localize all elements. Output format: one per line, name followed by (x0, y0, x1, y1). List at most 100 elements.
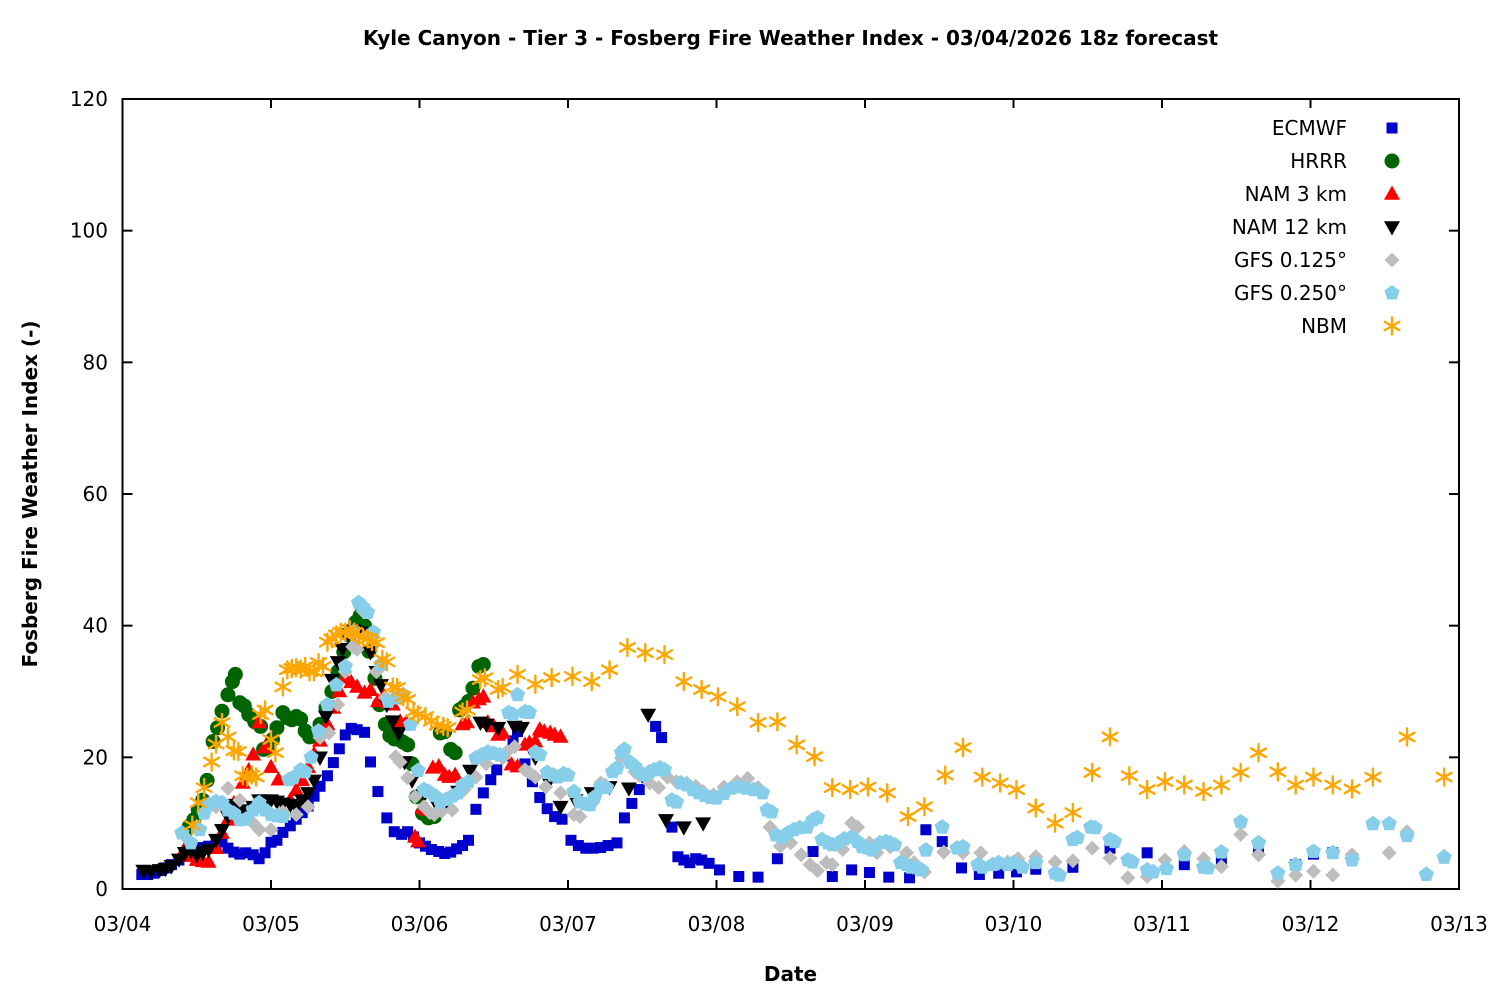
data-point (306, 774, 323, 789)
data-point (461, 764, 478, 779)
data-point (1010, 866, 1022, 878)
y-tick-label: 0 (95, 877, 108, 901)
data-point (490, 721, 507, 737)
legend-label-gfs-0-250-: GFS 0.250° (1234, 281, 1347, 305)
legend-label-gfs-0-125-: GFS 0.125° (1234, 248, 1347, 272)
data-point (277, 826, 289, 838)
asterisk-arm (1138, 784, 1156, 796)
data-point (330, 697, 346, 713)
x-tick-label: 03/07 (539, 912, 597, 936)
data-point (678, 854, 690, 866)
asterisk-arm (1175, 779, 1193, 791)
data-point (1120, 870, 1136, 886)
data-point (618, 812, 630, 824)
data-point (1288, 856, 1304, 872)
data-point (1028, 854, 1044, 870)
asterisk-arm (439, 722, 457, 734)
asterisk-arm (1046, 817, 1064, 829)
data-point (936, 765, 954, 785)
data-point (1069, 829, 1085, 845)
data-point (457, 840, 469, 852)
data-point (863, 867, 875, 879)
data-point (227, 666, 243, 682)
data-point (954, 737, 972, 758)
data-point (390, 727, 407, 742)
x-tick-label: 03/11 (1133, 912, 1191, 936)
data-point (1288, 867, 1304, 883)
data-point (991, 773, 1009, 793)
x-axis-label: Date (763, 962, 818, 986)
asterisk-arm (749, 716, 767, 728)
data-point (1249, 743, 1268, 763)
data-point (293, 711, 309, 727)
data-point (247, 849, 259, 861)
asterisk-arm (1212, 779, 1230, 791)
data-point (300, 799, 316, 815)
x-tick-label: 03/12 (1282, 912, 1340, 936)
data-point (509, 686, 526, 702)
y-tick-label: 100 (70, 219, 108, 243)
y-tick-label: 120 (70, 87, 108, 111)
asterisk-arm (878, 787, 896, 799)
asterisk-arm (954, 742, 972, 753)
data-point (566, 783, 582, 799)
data-point (626, 797, 638, 809)
data-point (560, 767, 576, 782)
asterisk-arm (768, 716, 786, 728)
y-tick-label: 80 (83, 350, 108, 374)
asterisk-arm (1383, 320, 1401, 332)
data-point (1065, 853, 1081, 869)
asterisk-arm (693, 684, 711, 695)
data-point (265, 836, 277, 848)
data-point (314, 656, 332, 677)
asterisk-arm (709, 691, 727, 703)
x-tick-label: 03/06 (391, 912, 449, 936)
data-point (328, 676, 344, 692)
data-point (1304, 767, 1323, 787)
data-point (1087, 819, 1103, 835)
data-point (878, 783, 896, 803)
data-point (754, 784, 771, 800)
data-point (1138, 779, 1156, 800)
data-point (655, 644, 674, 665)
data-point (527, 769, 543, 785)
data-point (633, 784, 645, 796)
data-point (288, 781, 305, 797)
data-point (973, 845, 989, 861)
data-point (463, 834, 475, 846)
data-point (478, 718, 495, 733)
data-point (526, 776, 538, 788)
data-point (203, 752, 221, 772)
data-point (565, 834, 577, 846)
data-point (274, 677, 292, 697)
data-point (675, 821, 692, 836)
data-point (934, 819, 950, 834)
data-point (1325, 867, 1341, 883)
data-point (1200, 859, 1216, 875)
data-point (1269, 762, 1287, 782)
data-point (263, 822, 279, 838)
data-point (1175, 775, 1193, 795)
legend-label-ecmwf: ECMWF (1272, 116, 1347, 140)
asterisk-arm (675, 676, 693, 688)
data-point (513, 721, 530, 737)
data-point (245, 746, 262, 761)
data-point (599, 779, 615, 795)
asterisk-arm (526, 678, 544, 690)
data-point (601, 660, 619, 680)
data-point (920, 824, 932, 836)
data-point (1212, 775, 1230, 795)
asterisk-arm (899, 811, 917, 823)
data-point (337, 658, 353, 673)
asterisk-arm (823, 782, 841, 794)
asterisk-arm (189, 797, 207, 809)
data-point (271, 834, 283, 846)
data-point (296, 807, 308, 819)
data-point (1436, 849, 1452, 864)
data-point (1176, 846, 1192, 862)
data-point (381, 812, 393, 824)
data-point (367, 633, 385, 653)
data-point (918, 842, 934, 857)
data-point (809, 809, 826, 825)
data-point (541, 803, 553, 815)
